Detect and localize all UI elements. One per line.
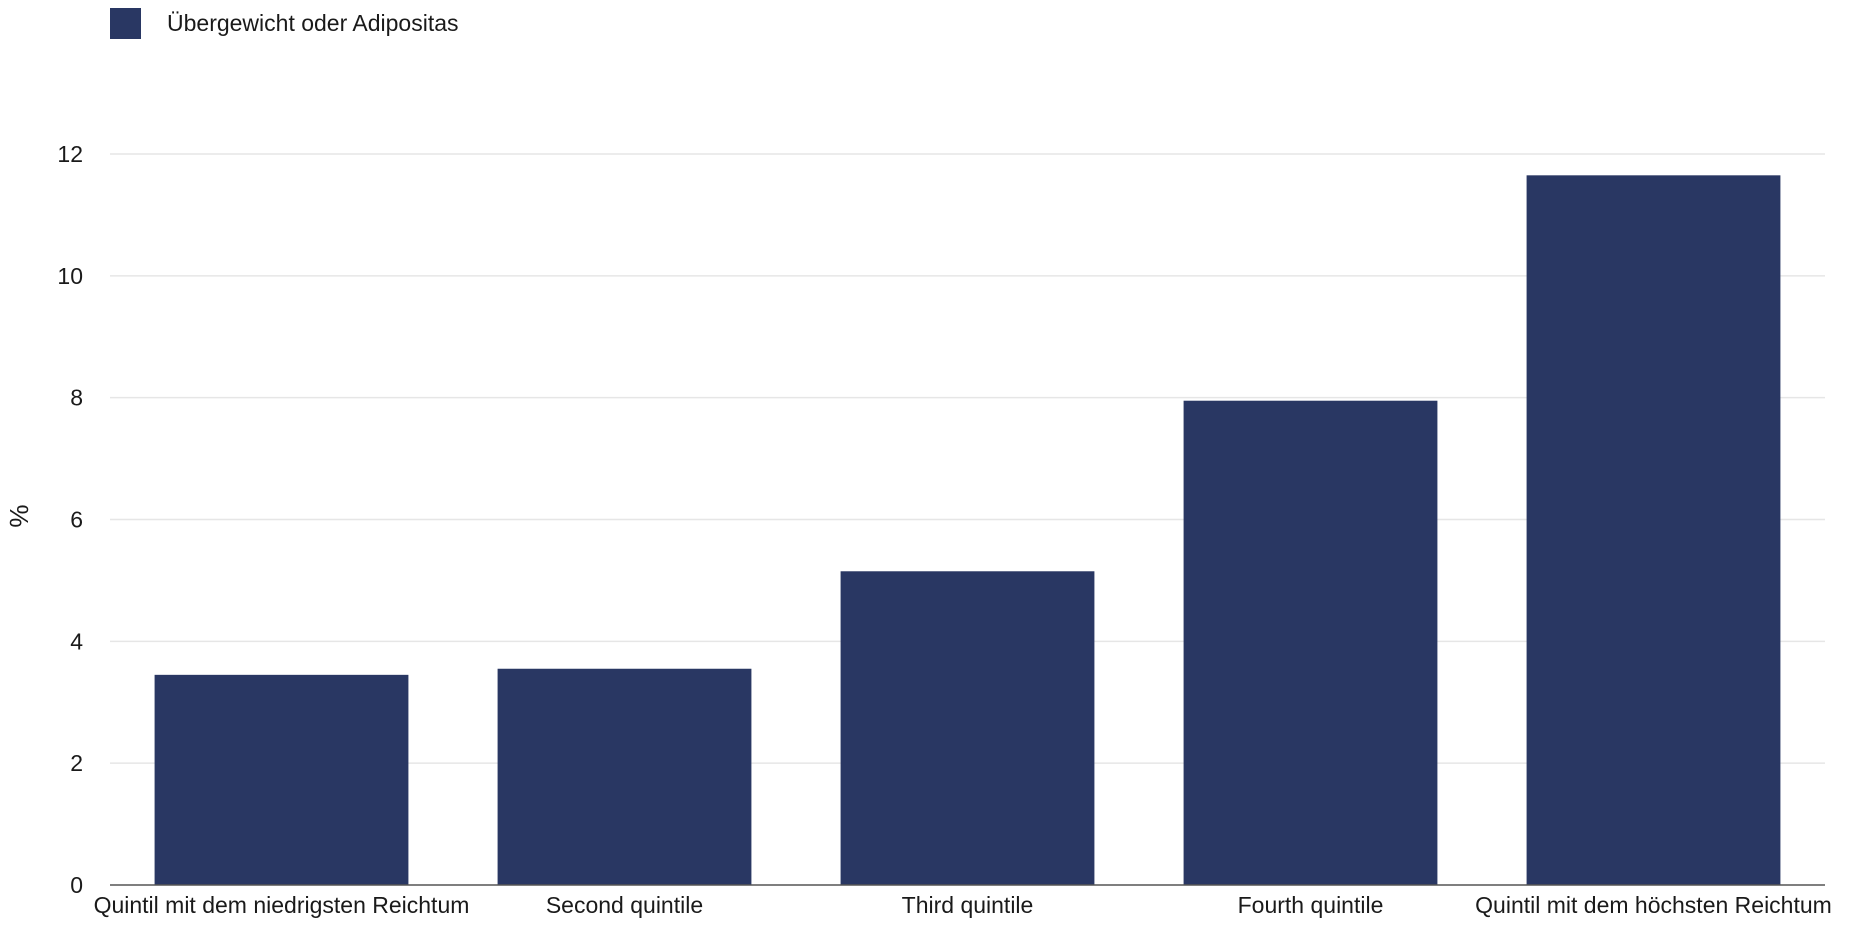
x-axis-labels: Quintil mit dem niedrigsten Reichtum Seco… (94, 892, 1832, 918)
y-axis-label: % (4, 504, 34, 527)
y-tick-label: 6 (70, 507, 83, 533)
y-tick-label: 12 (57, 141, 83, 167)
y-tick-label: 4 (70, 628, 83, 654)
bars (154, 175, 1781, 886)
y-tick-label: 10 (57, 263, 83, 289)
bar (497, 668, 752, 885)
y-axis-ticks: 0 2 4 6 8 10 12 (57, 141, 83, 898)
x-tick-label: Third quintile (902, 892, 1034, 918)
legend-label: Übergewicht oder Adipositas (167, 10, 459, 36)
legend-swatch (110, 8, 141, 39)
y-tick-label: 8 (70, 385, 83, 411)
x-tick-label: Second quintile (546, 892, 703, 918)
bar (1183, 400, 1438, 885)
legend: Übergewicht oder Adipositas (110, 8, 459, 39)
bar (1526, 175, 1781, 886)
y-tick-label: 2 (70, 750, 83, 776)
y-tick-label: 0 (70, 872, 83, 898)
bar (154, 674, 409, 885)
bar (840, 571, 1095, 885)
x-tick-label: Quintil mit dem höchsten Reichtum (1475, 892, 1832, 918)
x-tick-label: Quintil mit dem niedrigsten Reichtum (94, 892, 470, 918)
x-tick-label: Fourth quintile (1238, 892, 1384, 918)
